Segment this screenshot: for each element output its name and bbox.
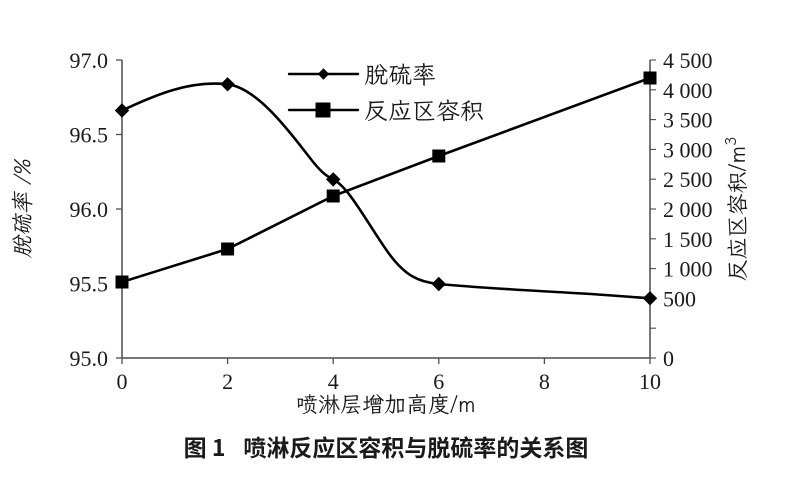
- svg-text:8: 8: [539, 369, 550, 394]
- svg-text:2 500: 2 500: [663, 167, 713, 192]
- svg-text:95.5: 95.5: [70, 272, 109, 297]
- svg-text:脱硫率: 脱硫率: [364, 58, 436, 90]
- svg-text:10: 10: [639, 369, 661, 394]
- svg-text:4 500: 4 500: [663, 48, 713, 73]
- svg-text:4 000: 4 000: [663, 78, 713, 103]
- svg-text:96.0: 96.0: [70, 197, 109, 222]
- svg-text:1 000: 1 000: [663, 257, 713, 282]
- svg-text:脱硫率 /%: 脱硫率 /%: [8, 158, 37, 258]
- svg-text:1 500: 1 500: [663, 227, 713, 252]
- svg-text:3 000: 3 000: [663, 137, 713, 162]
- svg-text:2 000: 2 000: [663, 197, 713, 222]
- svg-text:500: 500: [663, 286, 696, 311]
- svg-text:95.0: 95.0: [70, 346, 109, 371]
- svg-text:3 500: 3 500: [663, 108, 713, 133]
- svg-text:2: 2: [222, 369, 233, 394]
- svg-text:反应区容积/m3: 反应区容积/m3: [722, 137, 753, 282]
- svg-text:反应区容积: 反应区容积: [364, 94, 484, 126]
- svg-text:97.0: 97.0: [70, 48, 109, 73]
- svg-text:0: 0: [663, 346, 674, 371]
- svg-text:喷淋层增加高度/m: 喷淋层增加高度/m: [296, 390, 476, 419]
- svg-text:96.5: 96.5: [70, 123, 109, 148]
- svg-text:0: 0: [117, 369, 128, 394]
